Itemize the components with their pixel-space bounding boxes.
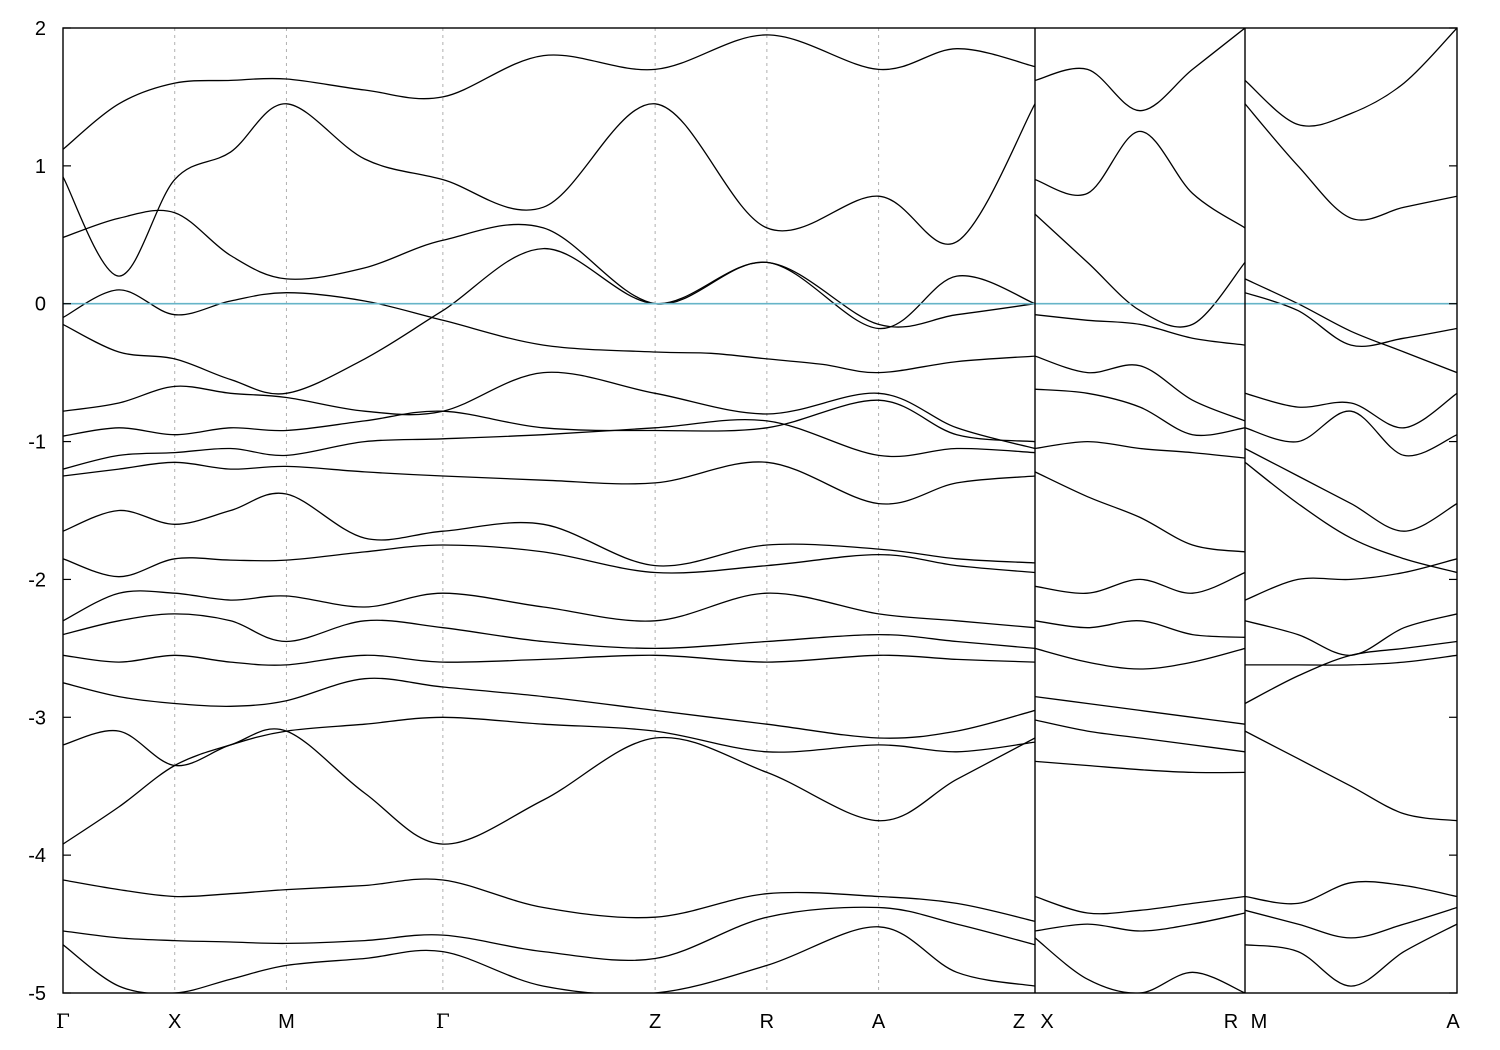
y-tick-label: -5 xyxy=(28,983,46,1005)
band-line xyxy=(1245,447,1457,532)
band-line xyxy=(1035,28,1245,112)
band-line xyxy=(1245,558,1457,601)
band-line xyxy=(63,399,1035,443)
band-line xyxy=(1035,130,1245,229)
band-line xyxy=(1035,912,1245,932)
x-tick-label: X xyxy=(1040,1011,1053,1033)
y-tick-label: 1 xyxy=(35,156,46,178)
band-line xyxy=(63,34,1035,150)
band-lines xyxy=(63,28,1457,993)
band-line xyxy=(1035,760,1245,774)
band-line xyxy=(1035,440,1245,459)
x-tick-label: Z xyxy=(1013,1011,1025,1033)
band-line xyxy=(63,247,1035,395)
band-line xyxy=(1035,388,1245,437)
band-line xyxy=(1035,620,1245,638)
band-line xyxy=(63,590,1035,629)
x-tick-label: M xyxy=(278,1011,295,1033)
band-line xyxy=(63,906,1035,962)
y-tick-label: -1 xyxy=(28,432,46,454)
segment-separators xyxy=(1034,28,1246,993)
band-line xyxy=(63,613,1035,650)
band-line xyxy=(63,677,1035,739)
band-line xyxy=(63,209,1035,330)
band-line xyxy=(63,418,1035,470)
band-line xyxy=(1245,103,1457,221)
band-line xyxy=(1245,880,1457,905)
band-line xyxy=(1035,695,1245,725)
x-tick-label: Γ xyxy=(436,1009,450,1033)
y-tick-label: 0 xyxy=(35,294,46,316)
band-line xyxy=(1035,647,1245,670)
band-line xyxy=(63,492,1035,567)
band-line xyxy=(1245,906,1457,939)
x-tick-label: Z xyxy=(649,1011,661,1033)
band-line xyxy=(1245,640,1457,705)
band-line xyxy=(1245,410,1457,457)
x-tick-label: R xyxy=(760,1011,774,1033)
y-tick-label: -2 xyxy=(28,569,46,591)
band-line xyxy=(1245,461,1457,574)
band-line xyxy=(1035,895,1245,915)
band-line xyxy=(63,289,1035,374)
band-line xyxy=(63,461,1035,505)
band-line xyxy=(1245,654,1457,666)
x-tick-label: A xyxy=(1446,1011,1460,1033)
band-line xyxy=(63,103,1035,277)
y-tick-label: 2 xyxy=(35,18,46,40)
band-line xyxy=(1035,355,1245,422)
band-line xyxy=(1035,471,1245,553)
band-line xyxy=(1035,213,1245,328)
band-line xyxy=(1245,28,1457,127)
band-line xyxy=(1035,937,1245,993)
band-line xyxy=(1035,571,1245,594)
band-line xyxy=(1035,719,1245,753)
band-line xyxy=(63,371,1035,450)
band-line xyxy=(63,878,1035,922)
band-line xyxy=(1245,392,1457,429)
band-line xyxy=(1245,278,1457,374)
band-line xyxy=(63,544,1035,578)
x-tick-label: A xyxy=(872,1011,886,1033)
plot-frame xyxy=(62,27,1458,994)
band-line xyxy=(63,926,1035,993)
band-line xyxy=(63,716,1035,767)
y-axis-ticks: -5 -4 -3 -2 -1 0 1 2 xyxy=(28,18,1457,1005)
x-tick-label: Γ xyxy=(56,1009,70,1033)
band-line xyxy=(1035,314,1245,346)
band-line xyxy=(1245,730,1457,822)
x-tick-label: X xyxy=(168,1011,181,1033)
y-tick-label: -3 xyxy=(28,707,46,729)
band-line xyxy=(1245,923,1457,987)
y-tick-label: -4 xyxy=(28,845,46,867)
band-line xyxy=(63,728,1035,845)
x-tick-label: M xyxy=(1251,1011,1268,1033)
x-tick-label: R xyxy=(1224,1011,1238,1033)
band-line xyxy=(63,654,1035,666)
